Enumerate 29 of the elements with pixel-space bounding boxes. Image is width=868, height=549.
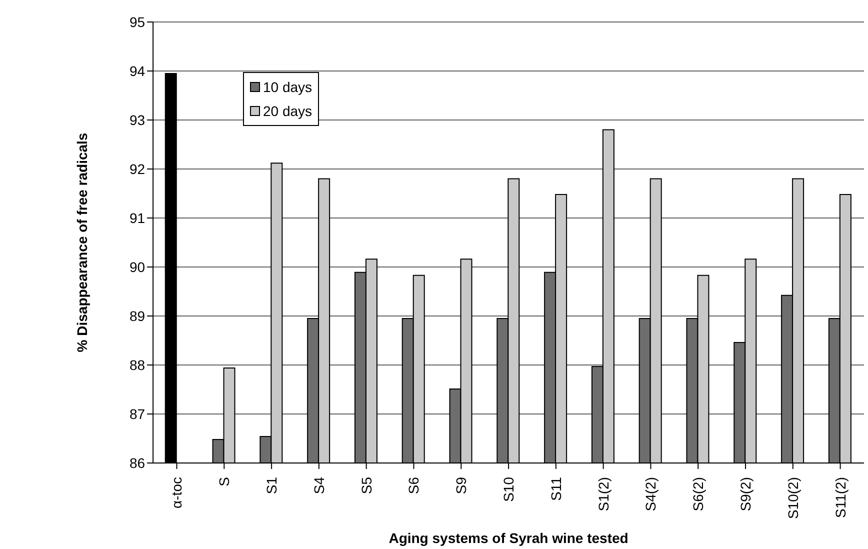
x-tick-label: S9 (453, 476, 470, 494)
x-tick-label: S6(2) (690, 477, 706, 512)
y-tick-label: 91 (129, 210, 146, 226)
x-tick-label: S10 (500, 476, 517, 502)
x-tick-label: S6 (406, 476, 422, 494)
x-tick-label: S4(2) (642, 477, 659, 512)
y-axis-title: % Disappearance of free radicals (74, 132, 90, 352)
x-tick-label: S11 (548, 476, 564, 501)
y-tick-label: 94 (129, 62, 146, 79)
x-tick-label: S11(2) (832, 477, 848, 518)
x-tick-label: S (216, 477, 232, 486)
y-tick-label: 89 (129, 308, 146, 324)
y-tick-label: 95 (129, 14, 146, 30)
x-axis-title: Aging systems of Syrah wine tested (388, 530, 628, 546)
x-tick-label: S5 (358, 476, 374, 494)
y-tick-label: 86 (129, 454, 146, 471)
x-tick-label: S10(2) (784, 477, 801, 520)
x-tick-label: S4 (310, 476, 327, 494)
x-tick-label: S9(2) (738, 477, 754, 512)
x-tick-label: S1 (264, 476, 280, 494)
x-tick-label: S1(2) (595, 477, 612, 512)
y-tick-label: 92 (129, 160, 146, 177)
legend-label: 20 days (263, 102, 312, 121)
y-tick-label: 93 (129, 112, 146, 128)
y-tick-label: 87 (129, 406, 146, 422)
legend-label: 10 days (263, 78, 312, 97)
y-tick-label: 88 (129, 356, 146, 373)
x-tick-label: α-toc (168, 477, 185, 508)
y-tick-label: 90 (129, 258, 146, 275)
